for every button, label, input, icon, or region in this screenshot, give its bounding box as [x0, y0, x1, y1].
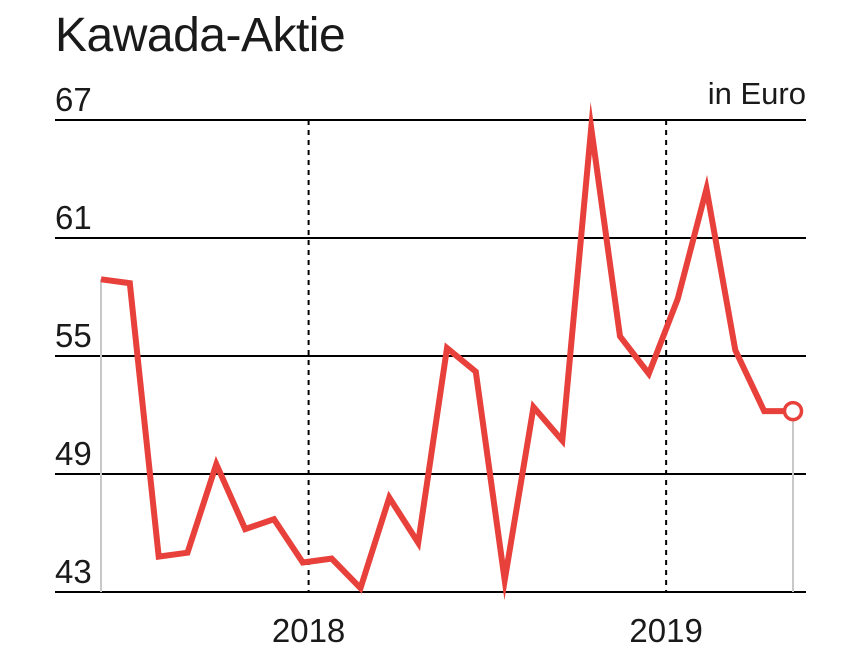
tick-labels: 67 61 55 49 43 2018 2019 [55, 81, 703, 649]
price-line [100, 101, 793, 601]
y-tick-label-67: 67 [55, 81, 92, 118]
x-tick-label-2018: 2018 [272, 612, 345, 649]
chart-title: Kawada-Aktie [55, 9, 346, 62]
grid-layer [55, 119, 806, 593]
last-value-marker [782, 400, 804, 422]
y-tick-label-55: 55 [55, 317, 92, 354]
unit-label: in Euro [708, 76, 806, 111]
y-tick-label-49: 49 [55, 435, 92, 472]
series-layer [100, 101, 804, 601]
x-tick-label-2019: 2019 [629, 612, 702, 649]
y-tick-label-61: 61 [55, 199, 92, 236]
drop-lines [100, 279, 794, 592]
y-tick-label-43: 43 [55, 553, 92, 590]
